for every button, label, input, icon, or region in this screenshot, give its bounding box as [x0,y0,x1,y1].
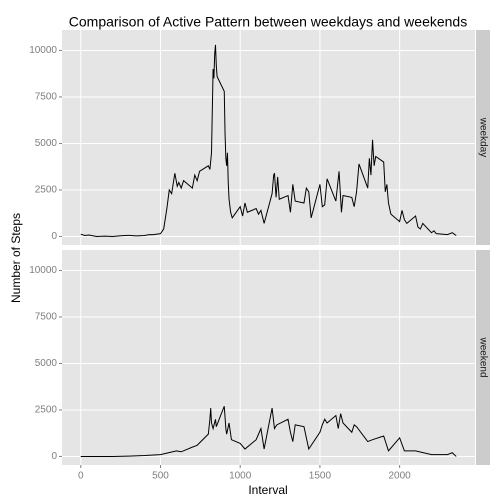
y-tick-label: 2500 [35,185,58,196]
y-tick-label: 10000 [29,45,57,56]
y-tick-label: 7500 [35,92,58,103]
strip-label: weekend [477,336,488,377]
line [80,406,457,457]
panel-background [62,250,475,465]
y-axis-label: Number of Steps [9,213,23,303]
strip [476,250,490,465]
panel-background [62,30,475,245]
x-tick-label: 1000 [229,471,252,482]
line [80,44,457,237]
chart-title: Comparison of Active Pattern between wee… [69,14,467,30]
x-tick-label: 500 [152,471,169,482]
y-tick-label: 5000 [35,138,58,149]
y-tick-label: 0 [51,451,57,462]
x-tick-label: 2000 [389,471,412,482]
strip [476,30,490,245]
x-axis-label: Interval [248,483,287,497]
y-tick-label: 10000 [29,265,57,276]
y-tick-label: 7500 [35,312,58,323]
x-tick-label: 1500 [309,471,332,482]
y-tick-label: 5000 [35,358,58,369]
x-tick-label: 0 [78,471,84,482]
y-tick-label: 0 [51,231,57,242]
strip-label: weekday [477,117,488,157]
y-tick-label: 2500 [35,405,58,416]
